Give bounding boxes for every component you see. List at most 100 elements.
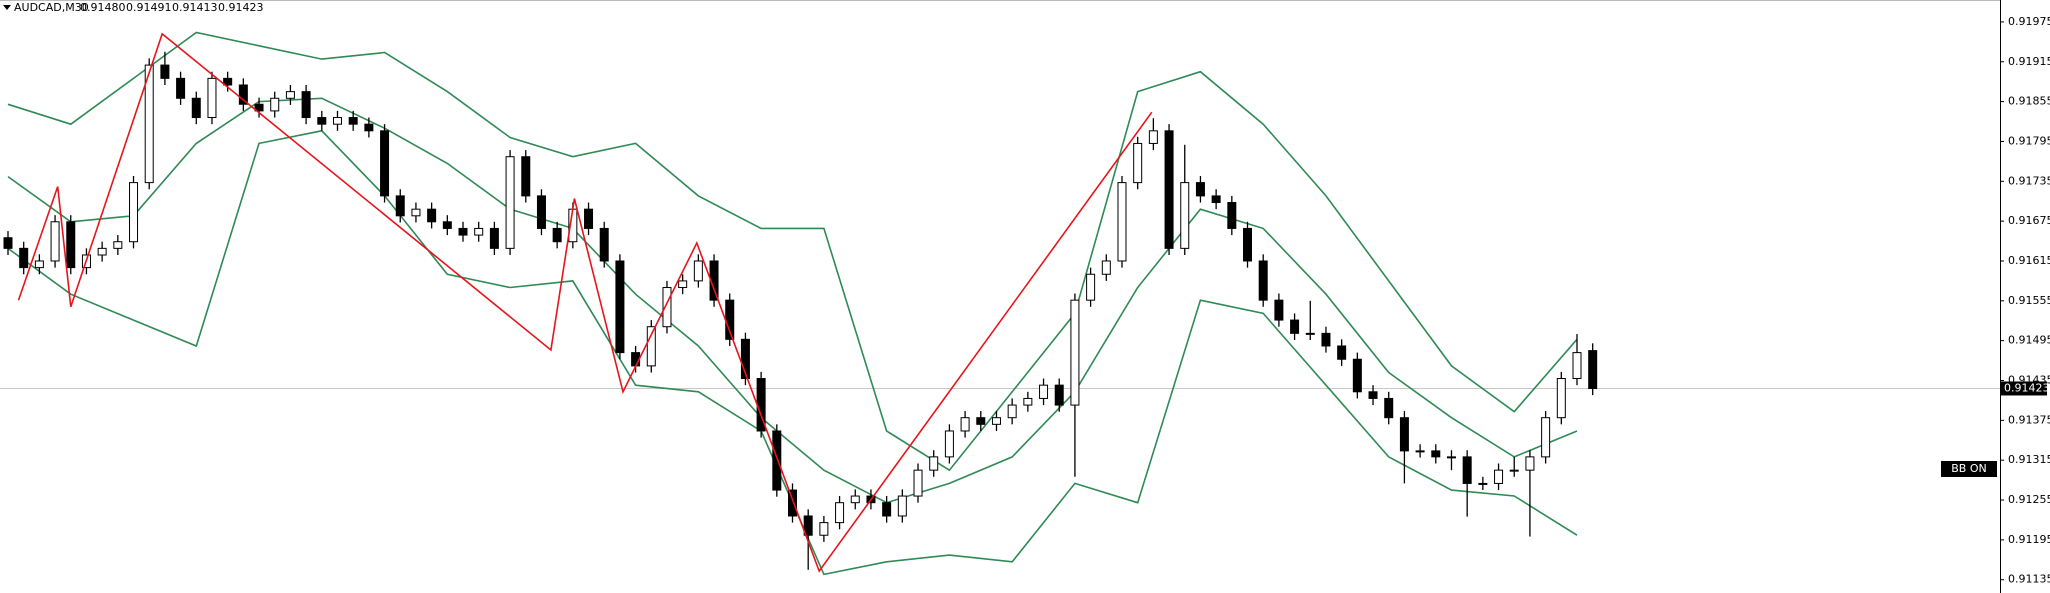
y-tick-label: 0.91915	[2008, 55, 2050, 68]
current-price-box	[2001, 381, 2047, 396]
candle-body	[474, 227, 484, 236]
y-tick-label: 0.91795	[2008, 134, 2050, 147]
candle-body	[1321, 332, 1331, 347]
y-tick-label: 0.91855	[2008, 95, 2050, 108]
candle-body	[395, 195, 405, 217]
y-tick-label: 0.91315	[2008, 453, 2050, 466]
bollinger-upper	[7, 31, 1578, 472]
candle-body	[584, 208, 594, 229]
candle-body	[489, 227, 499, 249]
candle-body	[442, 221, 452, 229]
candle-body	[1258, 260, 1268, 301]
candle-body	[662, 287, 672, 328]
symbol-menu-arrow	[3, 5, 11, 10]
candle-body	[882, 502, 892, 517]
candle-body	[835, 502, 845, 524]
candle-body	[1243, 227, 1253, 262]
y-tick-label: 0.91195	[2008, 533, 2050, 546]
candle-body	[1462, 456, 1472, 484]
candle-body	[599, 227, 609, 262]
candle-body	[1494, 469, 1504, 484]
candle-body	[1211, 195, 1221, 204]
candle-body	[191, 97, 201, 119]
candle-body	[1164, 130, 1174, 249]
candle-body	[1399, 417, 1409, 452]
candle-body	[285, 91, 295, 99]
candle-body	[223, 77, 233, 86]
y-tick-label: 0.91555	[2008, 294, 2050, 307]
candle-body	[1556, 378, 1566, 419]
current-price-label: 0.91423	[2004, 381, 2050, 394]
candle-body	[897, 495, 907, 517]
candle-body	[411, 208, 421, 217]
y-tick-label: 0.91135	[2008, 573, 2050, 586]
candle-body	[66, 221, 76, 269]
candle-body	[1274, 299, 1284, 321]
y-tick-label: 0.91495	[2008, 334, 2050, 347]
candle-body	[1180, 182, 1190, 249]
candle-body	[646, 326, 656, 367]
high-value: 0.91491	[126, 1, 172, 14]
candle-body	[1133, 142, 1143, 184]
candle-body	[1023, 397, 1033, 406]
candle-body	[536, 195, 546, 229]
candle-body	[1415, 450, 1425, 453]
symbol: AUDCAD,M30	[14, 1, 89, 14]
zigzag	[17, 32, 1153, 573]
candle-body	[270, 97, 280, 112]
candle-body	[1117, 182, 1127, 262]
candle-body	[788, 489, 797, 517]
candle-body	[678, 280, 688, 289]
candle-body	[1588, 350, 1598, 389]
candle-body	[1290, 319, 1300, 334]
candle-body	[1446, 456, 1456, 459]
candle-body	[803, 515, 813, 536]
low-value: 0.91413	[172, 1, 218, 14]
y-tick-label: 0.91255	[2008, 493, 2050, 506]
candle-body	[1070, 299, 1080, 406]
candle-body	[772, 430, 782, 491]
candle-body	[740, 338, 750, 380]
candle-body	[913, 469, 923, 497]
candle-body	[1384, 397, 1394, 419]
candle-body	[113, 241, 123, 249]
candle-body	[129, 182, 139, 243]
candle-body	[1509, 469, 1519, 472]
candle-body	[254, 103, 264, 112]
y-tick-label: 0.91675	[2008, 214, 2050, 227]
candle-body	[1431, 450, 1441, 458]
candle-body	[521, 156, 531, 197]
indicator-label: BB ON	[1951, 462, 1986, 475]
y-tick-label: 0.91975	[2008, 15, 2050, 28]
candle-body	[505, 156, 515, 249]
candle-body	[850, 495, 860, 504]
candle-body	[1148, 130, 1158, 144]
y-tick-label: 0.91735	[2008, 174, 2050, 187]
bollinger-middle	[7, 97, 1578, 504]
candle-body	[929, 456, 939, 471]
candle-body	[1227, 202, 1237, 229]
candle-body	[976, 417, 986, 425]
candle-body	[693, 260, 703, 282]
candle-body	[380, 130, 390, 197]
candle-body	[50, 221, 60, 262]
candle-body	[1541, 417, 1551, 458]
candle-body	[1007, 404, 1017, 419]
candle-body	[1101, 260, 1111, 275]
candle-body	[552, 227, 562, 243]
candle-body	[991, 417, 1001, 425]
candle-body	[364, 123, 374, 132]
candle-body	[317, 117, 327, 125]
candle-body	[144, 64, 154, 184]
candle-body	[1039, 384, 1049, 399]
candle-body	[427, 208, 437, 223]
candle-body	[1572, 352, 1582, 380]
candle-body	[458, 227, 468, 236]
candle-body	[1352, 358, 1362, 393]
candle-body	[819, 522, 829, 536]
candle-body	[207, 77, 217, 119]
candle-body	[1337, 345, 1347, 360]
indicator-box	[1941, 461, 1997, 477]
